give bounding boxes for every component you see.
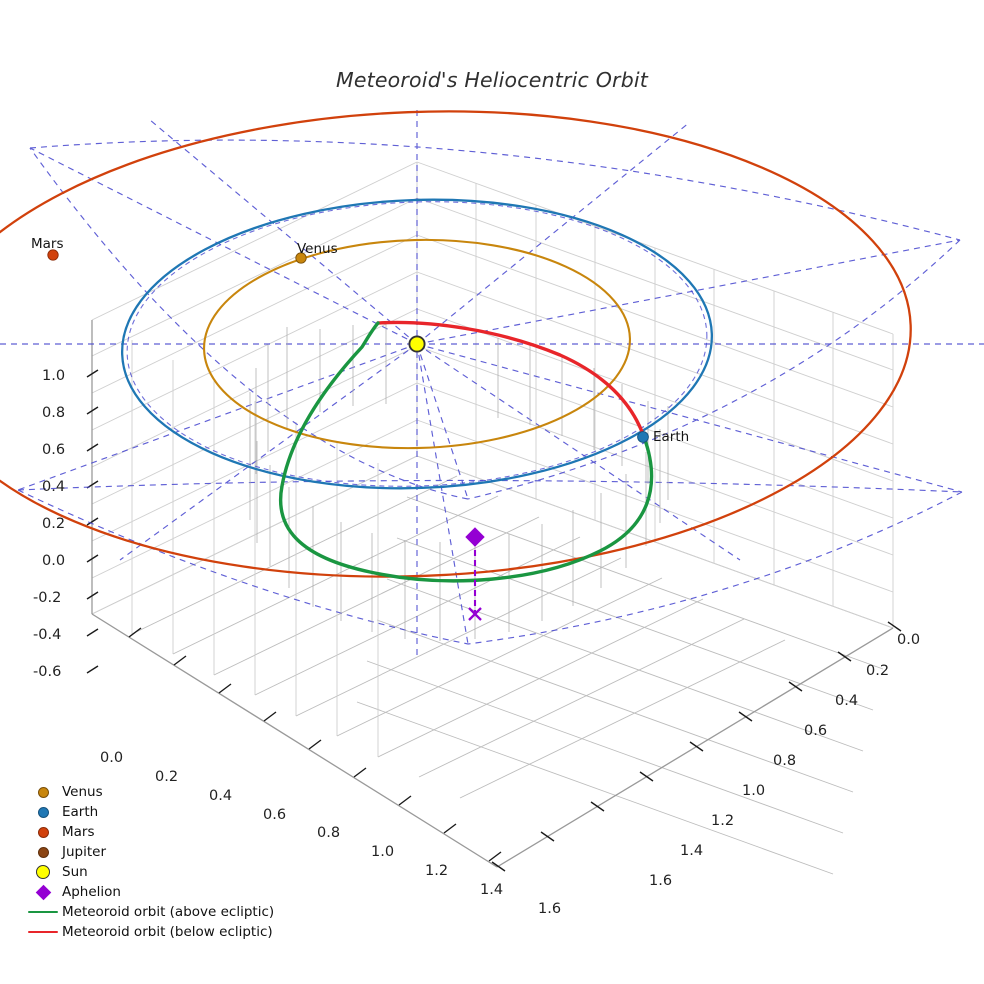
earth-marker-icon [24, 806, 62, 818]
chart-title: Meteoroid's Heliocentric Orbit [335, 68, 649, 92]
aphelion-ground-x-marker [468, 607, 482, 621]
y-tick-5: 0.8 [773, 753, 797, 769]
y-tick-7: 1.2 [711, 813, 735, 829]
legend-label-mars: Mars [62, 824, 95, 840]
legend-label-aphelion: Aphelion [62, 884, 121, 900]
legend-item-jupiter[interactable]: Jupiter [24, 842, 302, 862]
right-wall-grid [416, 161, 894, 629]
z-tick-5: 0.2 [42, 516, 66, 532]
sun-marker-icon [24, 865, 62, 879]
z-tick-4: 0.4 [42, 479, 66, 495]
y-tick-6: 1.0 [742, 783, 766, 799]
mars-orbit [0, 110, 912, 578]
green-line-icon [24, 910, 62, 914]
y-tick-9: 1.6 [649, 873, 673, 889]
z-tick-6: 0.0 [42, 553, 66, 569]
legend-item-orbit-below[interactable]: Meteoroid orbit (below ecliptic) [24, 922, 302, 942]
z-tick-9: -0.6 [33, 664, 62, 680]
x-tick-7: 1.2 [425, 863, 449, 879]
earth-orbit [120, 198, 714, 490]
legend-label-earth: Earth [62, 804, 99, 820]
axis-spines [91, 320, 894, 868]
mars-marker-icon [24, 826, 62, 838]
legend-item-aphelion[interactable]: Aphelion [24, 882, 302, 902]
x-tick-5: 0.8 [317, 825, 341, 841]
sun-marker[interactable] [408, 335, 426, 353]
x-tick-1: 0.0 [100, 750, 124, 766]
venus-marker[interactable] [295, 252, 307, 264]
x-tick-3: 0.4 [209, 788, 233, 804]
jupiter-marker-icon [24, 846, 62, 858]
legend-item-orbit-above[interactable]: Meteoroid orbit (above ecliptic) [24, 902, 302, 922]
z-tick-3: 0.6 [42, 442, 66, 458]
aphelion-marker-icon [24, 884, 62, 900]
legend-item-venus[interactable]: Venus [24, 782, 302, 802]
meteoroid-orbit-above-ecliptic [279, 321, 654, 583]
y-tick-3: 0.4 [835, 693, 859, 709]
planet-label-mars: Mars [31, 236, 64, 252]
planet-label-earth: Earth [653, 429, 690, 445]
y-tick-4: 0.6 [804, 723, 828, 739]
legend-item-earth[interactable]: Earth [24, 802, 302, 822]
x-tick-8: 1.4 [480, 882, 504, 898]
legend-item-mars[interactable]: Mars [24, 822, 302, 842]
z-tick-1: 1.0 [42, 368, 66, 384]
legend-item-sun[interactable]: Sun [24, 862, 302, 882]
meteoroid-orbit-below-ecliptic [376, 320, 646, 439]
legend: Venus Earth Mars Jupiter Sun [24, 782, 302, 942]
x-tick-6: 1.0 [371, 844, 395, 860]
y-axis-ticks [491, 621, 902, 872]
legend-label-jupiter: Jupiter [62, 844, 107, 860]
legend-label-sun: Sun [62, 864, 88, 880]
earth-marker[interactable] [637, 431, 649, 443]
venus-orbit [203, 238, 631, 450]
red-line-icon [24, 930, 62, 934]
y-tick-2: 0.2 [866, 663, 890, 679]
z-tick-2: 0.8 [42, 405, 66, 421]
y-tick-8: 1.4 [680, 843, 704, 859]
aphelion-marker[interactable] [465, 527, 485, 547]
x-tick-2: 0.2 [155, 769, 179, 785]
x-axis-ticks [128, 627, 502, 862]
z-tick-7: -0.2 [33, 590, 62, 606]
legend-label-orbit-above: Meteoroid orbit (above ecliptic) [62, 904, 275, 920]
venus-marker-icon [24, 786, 62, 798]
x-tick-9: 1.6 [538, 901, 562, 917]
planet-label-venus: Venus [297, 241, 338, 257]
legend-label-orbit-below: Meteoroid orbit (below ecliptic) [62, 924, 273, 940]
earth-orbit-dashed [126, 201, 708, 487]
y-tick-1: 0.0 [897, 632, 921, 648]
x-tick-4: 0.6 [263, 807, 287, 823]
z-tick-8: -0.4 [33, 627, 62, 643]
mars-marker[interactable] [47, 249, 59, 261]
legend-label-venus: Venus [62, 784, 103, 800]
